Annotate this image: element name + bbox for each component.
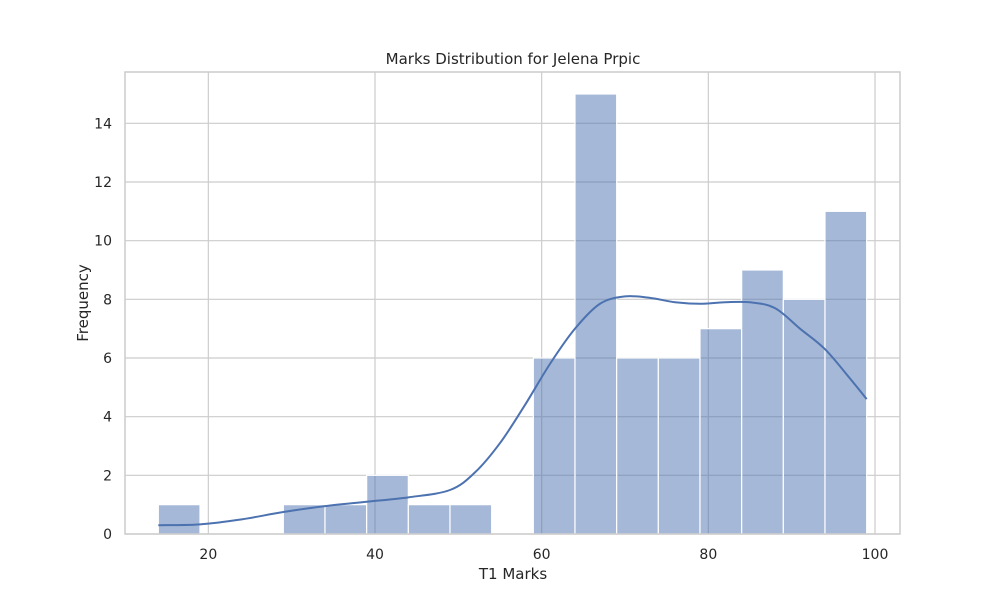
x-tick-label-2: 60	[533, 547, 551, 563]
histogram-bar-4	[324, 504, 368, 535]
histogram-bar-7	[449, 504, 493, 535]
y-tick-label-3: 6	[103, 351, 112, 367]
x-tick-label-3: 80	[699, 547, 717, 563]
x-axis-label: T1 Marks	[478, 565, 547, 583]
histogram-bar-6	[407, 504, 451, 535]
y-axis-label: Frequency	[74, 264, 92, 342]
kde-line	[158, 295, 868, 527]
x-tick-labels: 20 40 60 80 100	[199, 547, 888, 563]
histogram-bar-11	[616, 357, 659, 535]
histogram-bar-13	[699, 328, 743, 535]
y-tick-label-2: 4	[103, 410, 112, 426]
y-tick-label-0: 0	[103, 527, 112, 543]
x-tick-label-1: 40	[366, 547, 384, 563]
plot-frame	[124, 71, 901, 535]
histogram-bar-5	[366, 474, 409, 535]
chart-title: Marks Distribution for Jelena Prpic	[386, 50, 641, 68]
y-tick-label-7: 14	[94, 116, 112, 132]
kde-layer	[158, 295, 868, 527]
bars-layer	[157, 93, 868, 535]
histogram-bar-0	[157, 504, 201, 535]
histogram-bar-10	[574, 93, 618, 535]
y-tick-label-6: 12	[94, 175, 112, 191]
y-tick-label-5: 10	[94, 234, 112, 250]
y-tick-label-4: 8	[103, 292, 112, 308]
x-tick-label-4: 100	[862, 547, 889, 563]
histogram-bar-9	[532, 357, 576, 535]
y-tick-label-1: 2	[103, 468, 112, 484]
y-tick-labels: 0 2 4 6 8 10 12 14	[94, 116, 112, 543]
histogram-bar-15	[782, 298, 826, 535]
histogram-bar-12	[657, 357, 701, 535]
x-tick-label-0: 20	[199, 547, 217, 563]
